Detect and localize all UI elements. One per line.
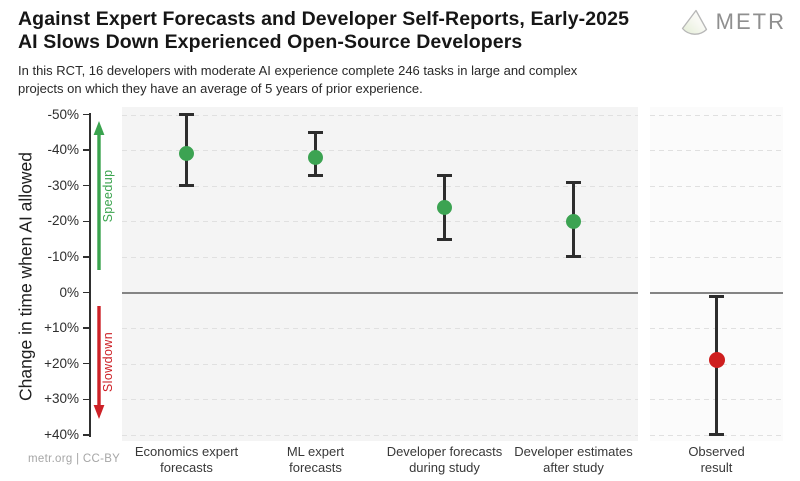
y-axis-tick — [83, 434, 89, 436]
forecast-data-point — [308, 149, 323, 165]
category-label: ML expert forecasts — [231, 444, 401, 475]
y-axis-spine — [89, 112, 91, 437]
y-axis-tick — [83, 327, 89, 329]
error-bar-cap-bottom — [709, 433, 724, 437]
y-tick-label: +40% — [44, 426, 79, 442]
category-label-line2: result — [700, 459, 733, 475]
gridline — [122, 256, 638, 258]
gridline — [122, 185, 638, 187]
gridline — [122, 328, 638, 330]
slowdown-label: Slowdown — [101, 331, 115, 393]
forecast-data-point — [179, 146, 194, 162]
y-axis-tick — [83, 149, 89, 151]
y-tick-label: -40% — [47, 142, 79, 158]
zero-line — [650, 291, 783, 294]
y-axis-tick — [83, 220, 89, 223]
gridline — [122, 150, 638, 152]
category-label-line2: forecasts — [289, 459, 342, 475]
figure-subtitle: In this RCT, 16 developers with moderate… — [18, 62, 577, 98]
gridline — [122, 434, 638, 436]
error-bar-cap-top — [566, 180, 581, 184]
page-title: Against Expert Forecasts and Developer S… — [18, 8, 629, 54]
error-bar-cap-bottom — [308, 173, 323, 177]
category-label-line2: during study — [409, 459, 480, 475]
gridline — [650, 256, 783, 258]
gridline — [122, 114, 638, 116]
category-label: Developer forecasts during study — [360, 444, 530, 475]
forecast-data-point — [437, 199, 452, 215]
subtitle-line-1: In this RCT, 16 developers with moderate… — [18, 63, 578, 78]
chart-area: Change in time when AI allowed Speedup S… — [0, 96, 800, 481]
category-label-line1: Economics expert — [134, 444, 239, 459]
title-line-1: Against Expert Forecasts and Developer S… — [18, 8, 630, 30]
gridline — [122, 363, 638, 365]
plot-panel-forecasts — [122, 107, 638, 441]
category-label-line1: Developer forecasts — [386, 444, 503, 459]
speedup-label: Speedup — [101, 169, 115, 223]
error-bar-cap-top — [179, 113, 194, 116]
category-label: Developer estimates after study — [489, 444, 659, 475]
y-axis-tick — [83, 291, 89, 294]
category-label-line2: after study — [543, 459, 604, 475]
y-tick-label: 0% — [59, 284, 79, 300]
y-tick-label: -10% — [47, 248, 79, 264]
category-label-line1: ML expert — [286, 444, 345, 459]
category-label-line2: forecasts — [160, 459, 213, 475]
gridline — [122, 221, 638, 223]
observed-data-point — [708, 352, 725, 369]
y-tick-label: -30% — [47, 177, 79, 193]
error-bar-cap-top — [308, 130, 323, 134]
speedup-arrow-head — [93, 121, 105, 135]
error-bar-cap-bottom — [179, 184, 194, 188]
y-axis-tick — [83, 184, 89, 187]
gridline — [650, 150, 783, 152]
y-tick-label: +10% — [44, 320, 79, 336]
y-tick-label: +20% — [44, 355, 79, 371]
zero-line — [122, 291, 638, 294]
gridline — [650, 185, 783, 187]
title-line-2: AI Slows Down Experienced Open-Source De… — [18, 31, 523, 53]
y-tick-label: +30% — [44, 391, 79, 407]
y-tick-label: -50% — [47, 106, 79, 122]
metr-logo: METR — [678, 8, 786, 36]
gridline — [650, 114, 783, 116]
metr-cone-icon — [681, 9, 707, 35]
error-bar-cap-top — [437, 173, 452, 177]
error-bar-cap-top — [709, 294, 724, 298]
category-label-line1: Developer estimates — [514, 444, 633, 459]
y-axis-tick — [83, 256, 89, 258]
gridline — [650, 221, 783, 223]
error-bar-cap-bottom — [437, 237, 452, 241]
category-label-line1: Observed — [688, 444, 745, 459]
category-label: Economics expert forecasts — [102, 444, 272, 475]
gridline — [122, 399, 638, 401]
y-axis-tick — [83, 362, 89, 365]
y-tick-label: -20% — [47, 213, 79, 229]
y-axis-tick — [83, 398, 89, 401]
y-axis-tick — [83, 113, 89, 116]
error-bar-cap-bottom — [566, 255, 581, 259]
forecast-data-point — [566, 213, 581, 229]
slowdown-arrow-head — [93, 405, 105, 419]
subtitle-line-2: projects on which they have an average o… — [18, 81, 423, 96]
license-credit: metr.org | CC-BY — [28, 453, 121, 465]
metr-logo-text: METR — [715, 9, 786, 34]
category-label: Observed result — [632, 444, 800, 475]
